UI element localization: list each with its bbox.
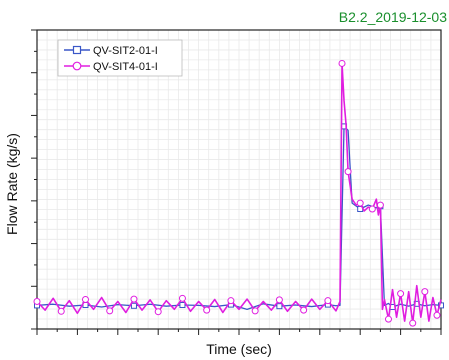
data-point-series-2 <box>154 308 162 316</box>
series-line-2 <box>36 62 442 324</box>
ticks-layer <box>31 29 442 335</box>
data-point-series-2 <box>81 295 89 303</box>
data-point-series-2 <box>368 205 376 213</box>
legend-marker-series-1 <box>72 45 82 55</box>
data-point-series-1 <box>130 302 137 309</box>
legend-label-series-1: QV-SIT2-01-I <box>93 45 158 57</box>
data-point-series-2 <box>57 307 65 315</box>
data-point-series-2 <box>409 319 417 327</box>
data-point-series-2 <box>421 288 429 296</box>
data-point-series-2 <box>227 297 235 305</box>
grid-layer <box>37 30 441 329</box>
data-point-series-2 <box>433 311 441 319</box>
legend-entry-series-1: QV-SIT2-01-I <box>64 45 158 57</box>
legend-marker-series-2 <box>72 61 82 71</box>
data-point-series-2 <box>344 168 352 176</box>
series-layer <box>33 59 444 327</box>
data-point-series-2 <box>203 306 211 314</box>
data-point-series-2 <box>275 296 283 304</box>
data-point-series-2 <box>251 307 259 315</box>
data-point-series-2 <box>384 315 392 323</box>
data-point-series-2 <box>130 295 138 303</box>
series-2 <box>33 59 442 327</box>
data-point-series-2 <box>397 290 405 298</box>
data-point-series-1 <box>276 303 283 310</box>
data-point-series-2 <box>178 294 186 302</box>
data-point-series-2 <box>300 306 308 314</box>
data-point-series-2 <box>324 297 332 305</box>
data-point-series-2 <box>356 199 364 207</box>
data-point-series-1 <box>179 302 186 309</box>
data-point-series-2 <box>106 307 114 315</box>
chart-title: B2.2_2019-12-03 <box>339 9 447 25</box>
data-point-series-2 <box>33 297 41 305</box>
legend-entry-series-2: QV-SIT4-01-I <box>64 61 158 73</box>
x-axis-label: Time (sec) <box>206 341 272 357</box>
chart-legend: QV-SIT2-01-I QV-SIT4-01-I <box>57 39 183 77</box>
data-point-series-1 <box>438 302 444 309</box>
legend-label-series-2: QV-SIT4-01-I <box>93 61 158 73</box>
data-point-series-2 <box>338 59 346 67</box>
y-axis-label: Flow Rate (kg/s) <box>4 133 20 235</box>
data-point-series-2 <box>376 201 384 209</box>
